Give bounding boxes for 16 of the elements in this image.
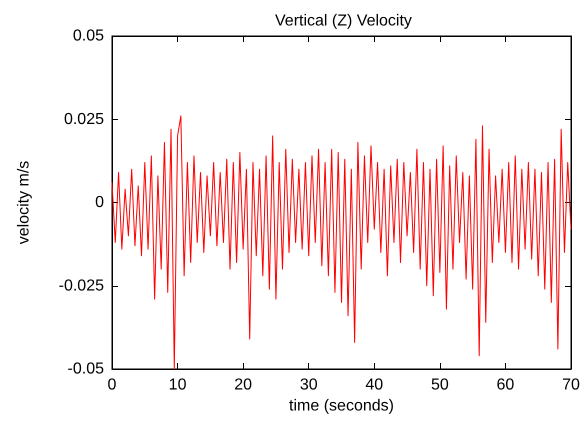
y-axis-title: velocity m/s	[16, 160, 32, 244]
x-tick-label: 0	[108, 376, 117, 394]
y-tick-label: 0	[95, 194, 104, 211]
x-tick-label: 70	[562, 376, 580, 394]
chart-title: Vertical (Z) Velocity	[275, 12, 412, 30]
x-tick-label: 10	[168, 376, 187, 394]
y-tick-label: 0.025	[64, 110, 104, 128]
x-tick-label: 40	[365, 376, 384, 394]
x-tick-label: 30	[300, 376, 318, 394]
y-tick-label: 0.05	[72, 28, 104, 44]
y-tick-label: -0.025	[58, 277, 104, 294]
y-tick-label: -0.05	[68, 360, 104, 378]
x-axis-title: time (seconds)	[289, 397, 394, 414]
x-tick-label: 50	[430, 376, 449, 394]
x-tick-label: 20	[234, 376, 252, 394]
x-tick-label: 60	[496, 376, 514, 394]
